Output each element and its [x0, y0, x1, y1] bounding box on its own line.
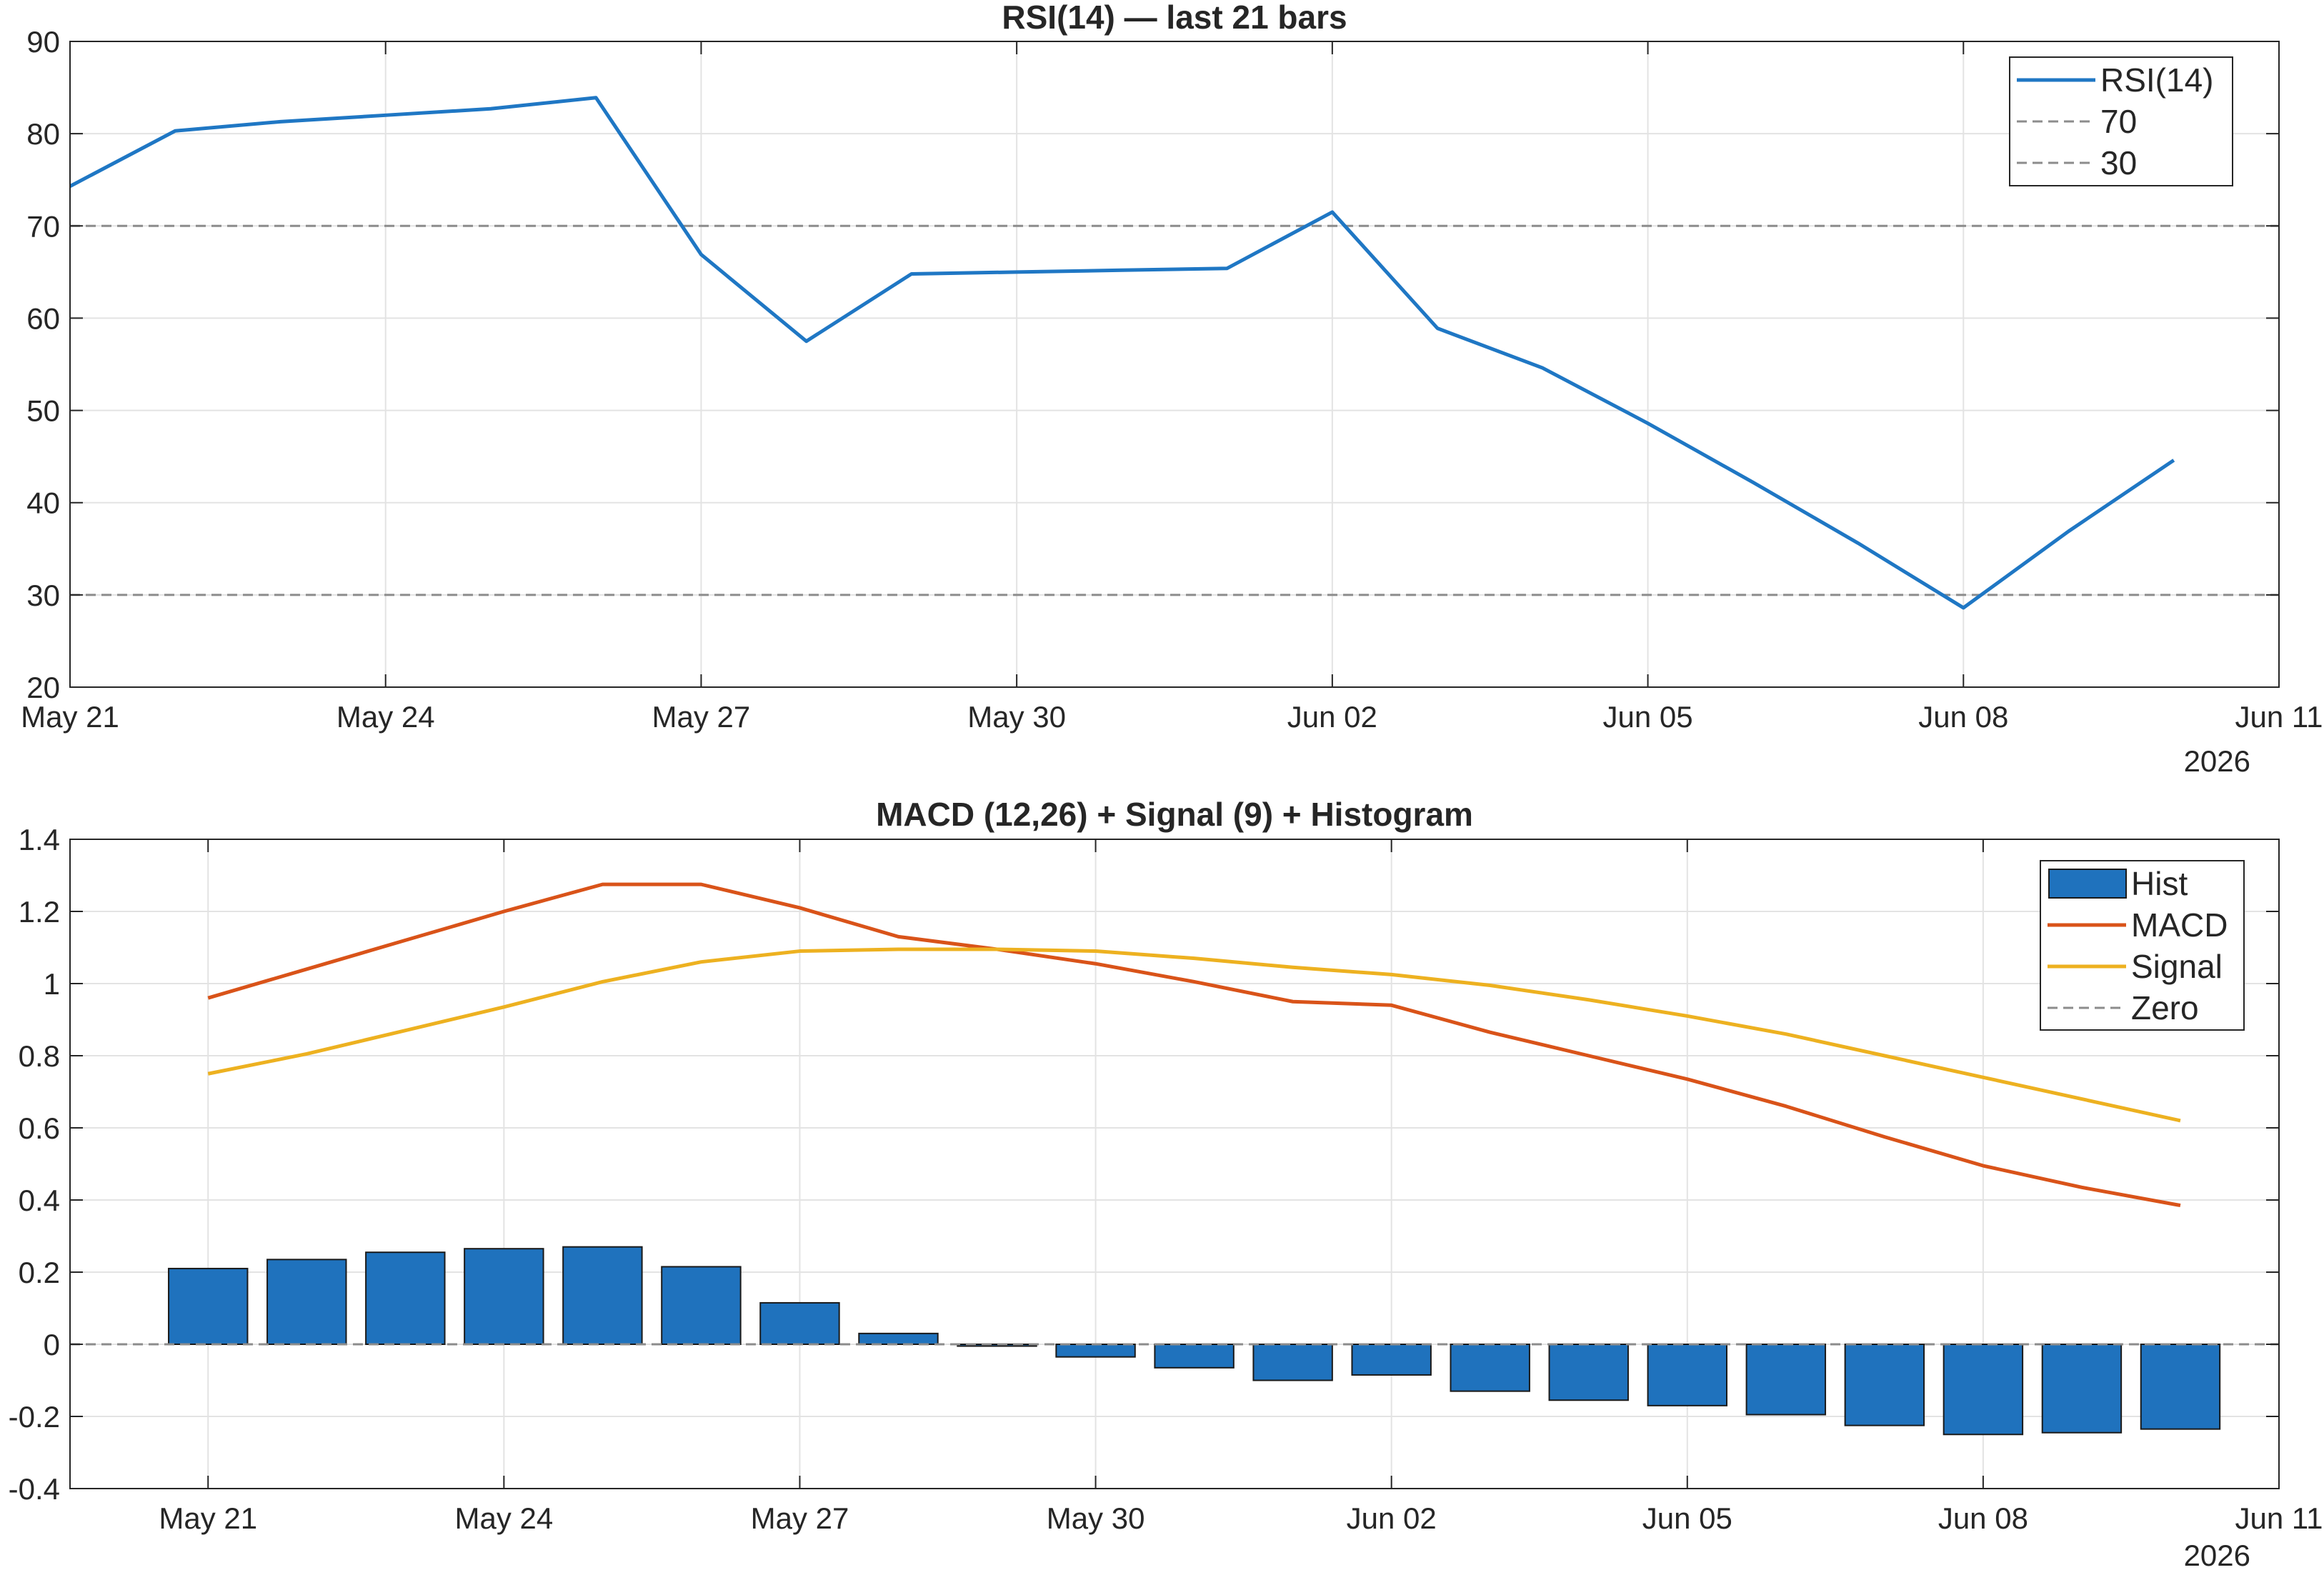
hist-bar: [1252, 1344, 1333, 1381]
hist-bar: [1351, 1344, 1432, 1376]
rsi-ytick-label: 90: [26, 25, 60, 59]
rsi-ytick-label: 80: [26, 117, 60, 151]
macd-ytick-label: 0.4: [19, 1184, 60, 1217]
macd-ytick-label: 1: [44, 967, 60, 1001]
hist-bar: [1154, 1344, 1235, 1369]
hist-bar: [1844, 1344, 1925, 1426]
rsi-legend: RSI(14) 70 30: [2009, 56, 2233, 186]
macd-year-label: 2026: [2184, 1539, 2250, 1570]
hist-bar: [266, 1259, 347, 1345]
rsi-axes-box: [69, 41, 2280, 688]
hist-bar: [464, 1248, 544, 1346]
macd-ytick-label: -0.2: [9, 1400, 60, 1434]
rsi-tick-labels: 20 30 40 50 60 70 80 90 May 21 May 24 May 27 May 30…: [21, 25, 2323, 734]
rsi-ytick-label: 40: [26, 486, 60, 520]
macd-line: [207, 882, 2181, 1208]
macd-axes-box: [69, 839, 2280, 1489]
macd-ytick-label: 0: [44, 1328, 60, 1361]
macd-xtick-label: May 30: [1047, 1501, 1145, 1535]
macd-title: MACD (12,26) + Signal (9) + Histogram: [876, 796, 1473, 833]
macd-legend-label: Signal: [2131, 948, 2223, 985]
macd-legend-label: Hist: [2131, 865, 2188, 902]
macd-ytick-label: 1.2: [19, 895, 60, 929]
hist-bar: [759, 1301, 840, 1346]
macd-ytick-label: 1.4: [19, 823, 60, 856]
macd-xtick-label: Jun 11: [2235, 1501, 2323, 1535]
rsi-ytick-label: 50: [26, 394, 60, 428]
hist-bar: [1055, 1344, 1136, 1358]
hist-bar: [661, 1266, 742, 1346]
rsi-chart: 20 30 40 50 60 70 80 90 May 21 May 24 May 27 May 30…: [21, 0, 2323, 778]
rsi-legend-label: 70: [2100, 103, 2137, 140]
macd-chart: -0.4 -0.2 0 0.2 0.4 0.6 0.8 1 1.2 1.4 May 21 May 24…: [9, 796, 2323, 1570]
macd-ytick-label: -0.4: [9, 1472, 60, 1506]
hist-bar: [858, 1332, 939, 1345]
hist-bar: [1450, 1344, 1530, 1392]
rsi-xtick-label: Jun 08: [1918, 700, 2008, 734]
macd-legend-swatch: [2048, 869, 2127, 899]
macd-xtick-label: May 27: [751, 1501, 849, 1535]
hist-bar: [168, 1267, 249, 1345]
rsi-ytick-label: 20: [26, 671, 60, 704]
rsi-ytick-label: 70: [26, 209, 60, 243]
macd-legend-label: MACD: [2131, 906, 2228, 944]
macd-xtick-label: Jun 02: [1347, 1501, 1437, 1535]
macd-xtick-label: Jun 08: [1938, 1501, 2028, 1535]
rsi-xtick-label: May 30: [967, 700, 1066, 734]
rsi-plot-area: [70, 41, 2279, 687]
rsi-reference-lines: [70, 224, 2279, 596]
macd-series: [207, 882, 2181, 1208]
hist-bar: [2140, 1344, 2221, 1430]
macd-xtick-label: May 24: [454, 1501, 553, 1535]
rsi-xtick-label: May 27: [652, 700, 751, 734]
hist-bar: [1943, 1344, 2024, 1436]
rsi-xtick-label: Jun 05: [1603, 700, 1693, 734]
rsi-xtick-label: May 24: [336, 700, 435, 734]
macd-histogram-bars: [168, 1246, 2221, 1436]
hist-bar: [562, 1246, 643, 1346]
hist-bar: [1647, 1344, 1728, 1406]
macd-ytick-label: 0.8: [19, 1039, 60, 1073]
signal-line: [207, 947, 2181, 1123]
hist-bar: [2041, 1344, 2123, 1434]
hist-bar: [1548, 1344, 1629, 1401]
macd-tick-labels: -0.4 -0.2 0 0.2 0.4 0.6 0.8 1 1.2 1.4 May 21 May 24…: [9, 823, 2323, 1535]
rsi-legend-label: 30: [2100, 144, 2137, 181]
rsi-title: RSI(14) — last 21 bars: [1002, 0, 1347, 36]
macd-ytick-label: 0.2: [19, 1256, 60, 1289]
rsi-xtick-label: May 21: [21, 700, 119, 734]
macd-legend: Hist MACD Signal Zero: [2040, 860, 2245, 1031]
hist-bar: [1745, 1344, 1827, 1416]
macd-xtick-label: May 21: [159, 1501, 257, 1535]
rsi-ytick-label: 60: [26, 301, 60, 335]
rsi-legend-label: RSI(14): [2100, 61, 2213, 99]
hist-bar: [365, 1251, 446, 1345]
macd-legend-label: Zero: [2131, 989, 2199, 1026]
rsi-xtick-label: Jun 02: [1287, 700, 1377, 734]
rsi-xtick-label: Jun 11: [2235, 700, 2323, 734]
rsi-year-label: 2026: [2184, 744, 2250, 778]
macd-ytick-label: 0.6: [19, 1111, 60, 1145]
rsi-ytick-label: 30: [26, 579, 60, 612]
macd-xtick-label: Jun 05: [1642, 1501, 1732, 1535]
